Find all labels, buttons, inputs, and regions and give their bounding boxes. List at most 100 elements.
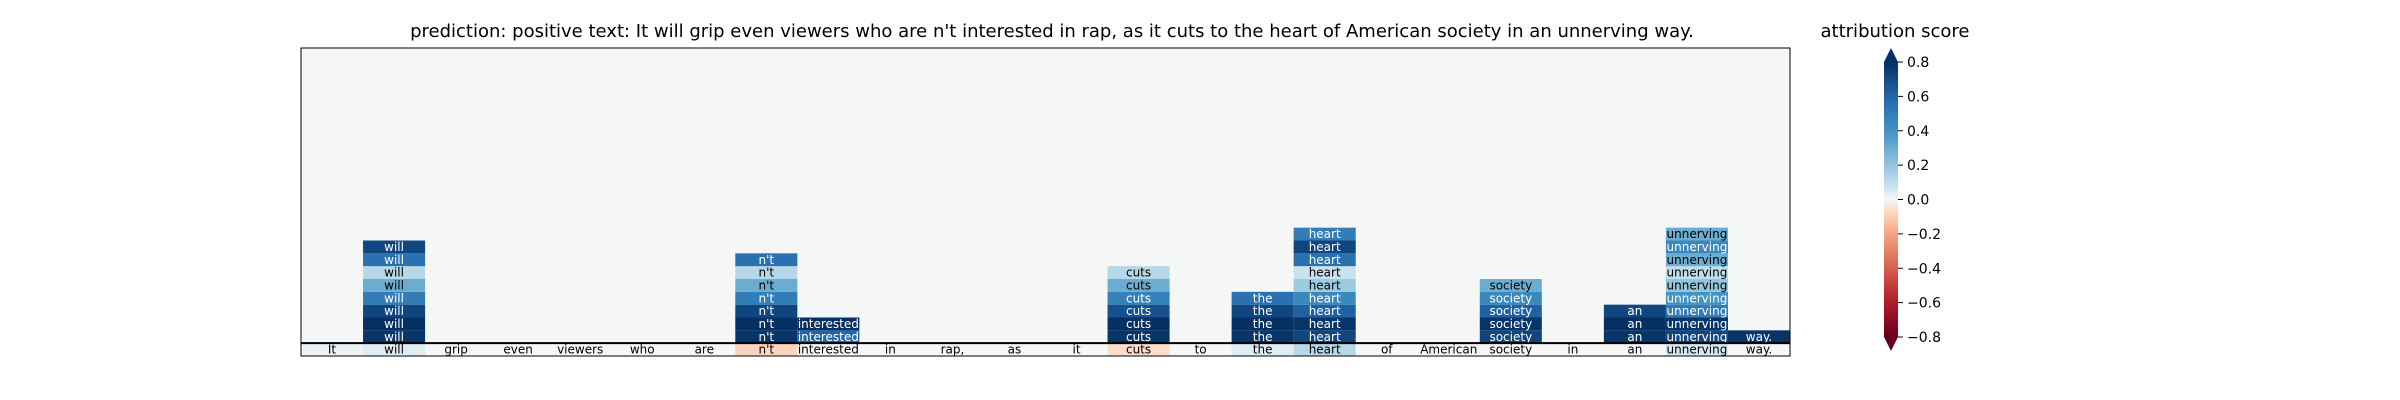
stacked-cell-label: society bbox=[1489, 278, 1532, 292]
stacked-cell bbox=[1479, 304, 1542, 318]
token-cell bbox=[1417, 343, 1480, 356]
stacked-cell-label: society bbox=[1489, 330, 1532, 344]
token-cell bbox=[1541, 343, 1604, 356]
token-cell bbox=[1665, 343, 1728, 356]
stacked-cell bbox=[1107, 291, 1170, 305]
token-cell bbox=[1231, 343, 1294, 356]
stacked-cell bbox=[1293, 330, 1356, 344]
stacked-cell-label: heart bbox=[1309, 291, 1341, 305]
stacked-cell bbox=[1665, 304, 1728, 318]
colorbar-tick-label: 0.8 bbox=[1907, 55, 1929, 71]
token-cell bbox=[301, 343, 364, 356]
stacked-cell-label: will bbox=[384, 253, 404, 267]
stacked-cell bbox=[1293, 227, 1356, 241]
colorbar-gradient bbox=[1884, 62, 1898, 337]
stacked-cell-label: unnerving bbox=[1667, 253, 1728, 267]
stacked-cell-label: an bbox=[1627, 304, 1642, 318]
token-label: n't bbox=[759, 343, 775, 357]
stacked-cell bbox=[1603, 330, 1666, 344]
token-cell bbox=[921, 343, 984, 356]
stacked-cell bbox=[1479, 291, 1542, 305]
stacked-cell bbox=[363, 240, 426, 254]
stacked-cell bbox=[1231, 304, 1294, 318]
token-label: as bbox=[1008, 343, 1022, 357]
stacked-cell bbox=[735, 266, 798, 279]
stacked-cell bbox=[363, 330, 426, 344]
colorbar: 0.8 0.6 0.4 0.2 0.0 −0.2 −0.4 −0.6 −0.8 bbox=[1884, 48, 1941, 351]
token-label: it bbox=[1072, 343, 1080, 357]
token-cell bbox=[673, 343, 736, 356]
token-cell bbox=[1479, 343, 1542, 356]
stacked-cell bbox=[1293, 266, 1356, 279]
token-cell bbox=[425, 343, 488, 356]
stacked-cell bbox=[735, 330, 798, 344]
token-cell bbox=[1293, 343, 1356, 356]
token-label: an bbox=[1627, 343, 1642, 357]
stacked-cell-label: cuts bbox=[1126, 278, 1151, 292]
stacked-cell bbox=[1665, 227, 1728, 241]
token-label: the bbox=[1253, 343, 1273, 357]
token-label: heart bbox=[1309, 343, 1341, 357]
stacked-cell bbox=[1231, 317, 1294, 331]
token-label: of bbox=[1381, 343, 1393, 357]
colorbar-tick-label: 0.0 bbox=[1907, 193, 1929, 209]
colorbar-tick-label: −0.6 bbox=[1907, 296, 1941, 312]
token-cell bbox=[1603, 343, 1666, 356]
stacked-cell-label: heart bbox=[1309, 266, 1341, 280]
colorbar-tick-label: −0.8 bbox=[1907, 330, 1941, 346]
stacked-cell-label: interested bbox=[798, 330, 859, 344]
heatmap-plot: will n't interested cuts the heart society an un… bbox=[300, 47, 1791, 357]
token-cell bbox=[487, 343, 550, 356]
stacked-cell bbox=[1727, 330, 1790, 344]
stacked-cell-label: society bbox=[1489, 291, 1532, 305]
stacked-cell-label: heart bbox=[1309, 278, 1341, 292]
token-label: will bbox=[384, 343, 404, 357]
token-label: way. bbox=[1746, 343, 1772, 357]
stacked-cell-label: the bbox=[1253, 330, 1273, 344]
stacked-cell bbox=[1293, 253, 1356, 267]
colorbar-tick-label: 0.2 bbox=[1907, 158, 1929, 174]
stacked-cell-label: n't bbox=[759, 291, 775, 305]
stacked-cell-label: interested bbox=[798, 317, 859, 331]
colorbar-max-extension bbox=[1884, 48, 1898, 62]
stacked-cell-label: cuts bbox=[1126, 291, 1151, 305]
stacked-cell-label: society bbox=[1489, 304, 1532, 318]
token-cell bbox=[611, 343, 674, 356]
stacked-cell bbox=[1479, 330, 1542, 344]
stacked-cell bbox=[1665, 266, 1728, 279]
stacked-cell bbox=[1665, 317, 1728, 331]
stacked-cell bbox=[1603, 304, 1666, 318]
stacked-cell-label: unnerving bbox=[1667, 240, 1728, 254]
stacked-cell bbox=[363, 266, 426, 279]
stacked-cell bbox=[363, 317, 426, 331]
token-label: viewers bbox=[557, 343, 603, 357]
stacked-cell bbox=[363, 304, 426, 318]
token-label: to bbox=[1195, 343, 1207, 357]
token-label: It bbox=[328, 343, 337, 357]
stacked-cell-label: unnerving bbox=[1667, 304, 1728, 318]
stacked-cell bbox=[797, 317, 860, 331]
stacked-cell-label: an bbox=[1627, 330, 1642, 344]
token-cell bbox=[363, 343, 426, 356]
stacked-cell bbox=[363, 279, 426, 292]
stacked-cell-label: heart bbox=[1309, 317, 1341, 331]
stacked-cell-label: cuts bbox=[1126, 266, 1151, 280]
stacked-cell bbox=[1665, 291, 1728, 305]
token-cell bbox=[735, 343, 798, 356]
token-label: grip bbox=[444, 343, 468, 357]
plot-background bbox=[301, 48, 1790, 356]
stacked-cell bbox=[735, 279, 798, 292]
stacked-cell-label: way. bbox=[1746, 330, 1772, 344]
token-label: in bbox=[885, 343, 896, 357]
stacked-cell-label: cuts bbox=[1126, 330, 1151, 344]
token-label: interested bbox=[798, 343, 859, 357]
stacked-cell bbox=[1665, 240, 1728, 254]
stacked-cell bbox=[1107, 304, 1170, 318]
token-cell bbox=[1169, 343, 1232, 356]
token-label: society bbox=[1489, 343, 1532, 357]
colorbar-tick-label: −0.2 bbox=[1907, 227, 1941, 243]
stacked-cell bbox=[1107, 266, 1170, 279]
stacked-cell bbox=[1665, 279, 1728, 292]
stacked-cell-label: will bbox=[384, 266, 404, 280]
